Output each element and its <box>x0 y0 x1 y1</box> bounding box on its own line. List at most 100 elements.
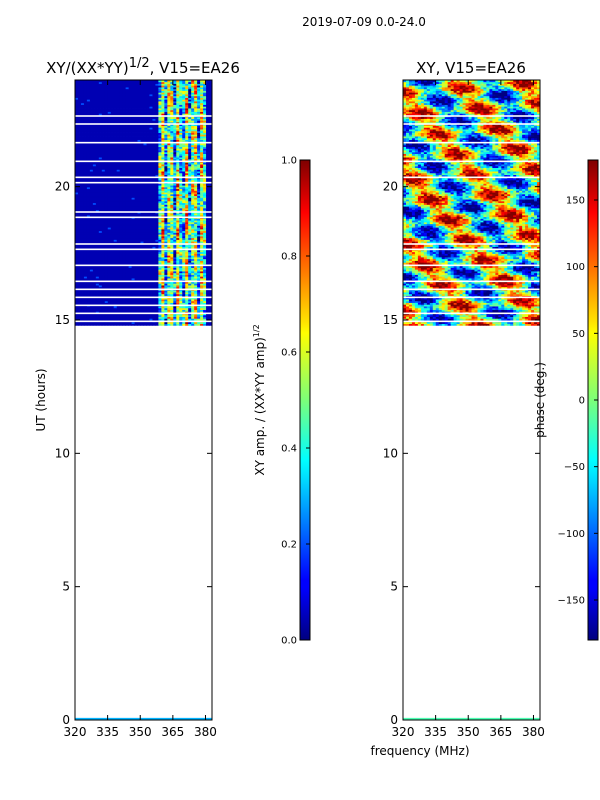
heatmap-cell <box>134 251 138 254</box>
heatmap-cell <box>110 307 115 310</box>
heatmap-cell <box>89 134 94 137</box>
heatmap-cell <box>206 286 210 289</box>
heatmap-cell <box>113 151 118 154</box>
heatmap-cell <box>104 171 109 174</box>
heatmap-cell <box>161 158 165 162</box>
heatmap-cell <box>206 265 210 268</box>
heatmap-cell <box>146 283 150 286</box>
heatmap-cell <box>110 276 115 279</box>
heatmap-cell <box>86 276 91 279</box>
heatmap-cell <box>152 316 156 319</box>
heatmap-cell <box>92 244 97 247</box>
heatmap-cell <box>173 150 177 153</box>
heatmap-cell <box>83 190 88 193</box>
heatmap-cell <box>98 293 103 296</box>
heatmap-cell <box>119 143 124 146</box>
heatmap-cell <box>122 213 127 216</box>
heatmap-cell <box>95 321 100 324</box>
heatmap-cell <box>92 276 97 279</box>
heatmap-cell <box>128 271 132 274</box>
heatmap-cell <box>137 192 141 195</box>
heatmap-cell <box>161 265 165 268</box>
heatmap-cell <box>146 285 150 288</box>
heatmap-cell <box>119 221 124 225</box>
heatmap-cell <box>158 137 162 140</box>
heatmap-cell <box>161 218 165 221</box>
heatmap-cell <box>101 227 106 230</box>
heatmap-cell <box>122 207 127 211</box>
heatmap-cell <box>164 307 168 310</box>
heatmap-cell <box>86 178 91 181</box>
heatmap-cell <box>131 178 135 181</box>
heatmap-cell <box>101 190 106 193</box>
heatmap-cell <box>188 272 192 275</box>
heatmap-cell <box>89 179 94 183</box>
heatmap-cell <box>89 137 94 140</box>
heatmap-cell <box>80 164 85 167</box>
heatmap-cell <box>146 314 150 317</box>
heatmap-cell <box>164 283 168 286</box>
heatmap-cell <box>161 153 165 156</box>
heatmap-cell <box>98 169 103 172</box>
heatmap-cell <box>197 218 201 221</box>
heatmap-cell <box>104 153 109 156</box>
heatmap-cell <box>197 313 201 316</box>
heatmap-cell <box>86 253 91 256</box>
heatmap-cell <box>89 188 94 191</box>
heatmap-cell <box>134 199 138 202</box>
heatmap-cell <box>80 285 85 288</box>
heatmap-cell <box>107 232 112 235</box>
heatmap-cell <box>104 249 109 253</box>
heatmap-cell <box>92 253 97 256</box>
heatmap-cell <box>119 171 124 174</box>
heatmap-cell <box>194 323 198 326</box>
heatmap-cell <box>134 218 138 221</box>
heatmap-cell <box>92 225 97 228</box>
heatmap-cell <box>140 206 144 209</box>
heatmap-cell <box>197 179 201 183</box>
heatmap-cell <box>122 148 127 151</box>
heatmap-cell <box>113 249 118 253</box>
heatmap-cell <box>161 271 165 274</box>
heatmap-cell <box>110 193 115 197</box>
heatmap-cell <box>191 267 195 270</box>
heatmap-cell <box>161 290 165 293</box>
heatmap-cell <box>104 150 109 153</box>
heatmap-cell <box>125 300 130 303</box>
heatmap-cell <box>95 221 100 225</box>
heatmap-cell <box>182 321 186 324</box>
heatmap-cell <box>77 200 82 204</box>
heatmap-cell <box>86 311 91 314</box>
heatmap-cell <box>110 258 115 261</box>
heatmap-cell <box>101 269 106 272</box>
heatmap-cell <box>98 302 103 305</box>
heatmap-cell <box>176 221 180 225</box>
heatmap-cell <box>128 292 132 295</box>
heatmap-cell <box>104 297 109 300</box>
heatmap-cell <box>128 323 132 326</box>
heatmap-cell <box>203 269 207 272</box>
heatmap-cell <box>191 239 195 242</box>
heatmap-cell <box>83 144 88 147</box>
heatmap-cell <box>128 223 132 226</box>
heatmap-cell <box>104 199 109 202</box>
heatmap-cell <box>206 300 210 303</box>
heatmap-cell <box>173 313 177 316</box>
heatmap-cell <box>176 246 180 249</box>
heatmap-cell <box>203 206 207 209</box>
heatmap-cell <box>209 214 212 218</box>
heatmap-cell <box>113 293 118 296</box>
heatmap-cell <box>77 249 82 253</box>
heatmap-cell <box>188 244 192 247</box>
heatmap-cell <box>206 323 210 326</box>
heatmap-cell <box>113 281 118 284</box>
heatmap-cell <box>77 230 82 233</box>
heatmap-cell <box>173 155 177 158</box>
heatmap-cell <box>95 150 100 153</box>
heatmap-cell <box>206 190 210 193</box>
heatmap-cell <box>75 246 79 249</box>
heatmap-cell <box>101 237 106 240</box>
heatmap-cell <box>164 136 168 139</box>
heatmap-cell <box>167 192 171 195</box>
heatmap-cell <box>119 207 124 211</box>
